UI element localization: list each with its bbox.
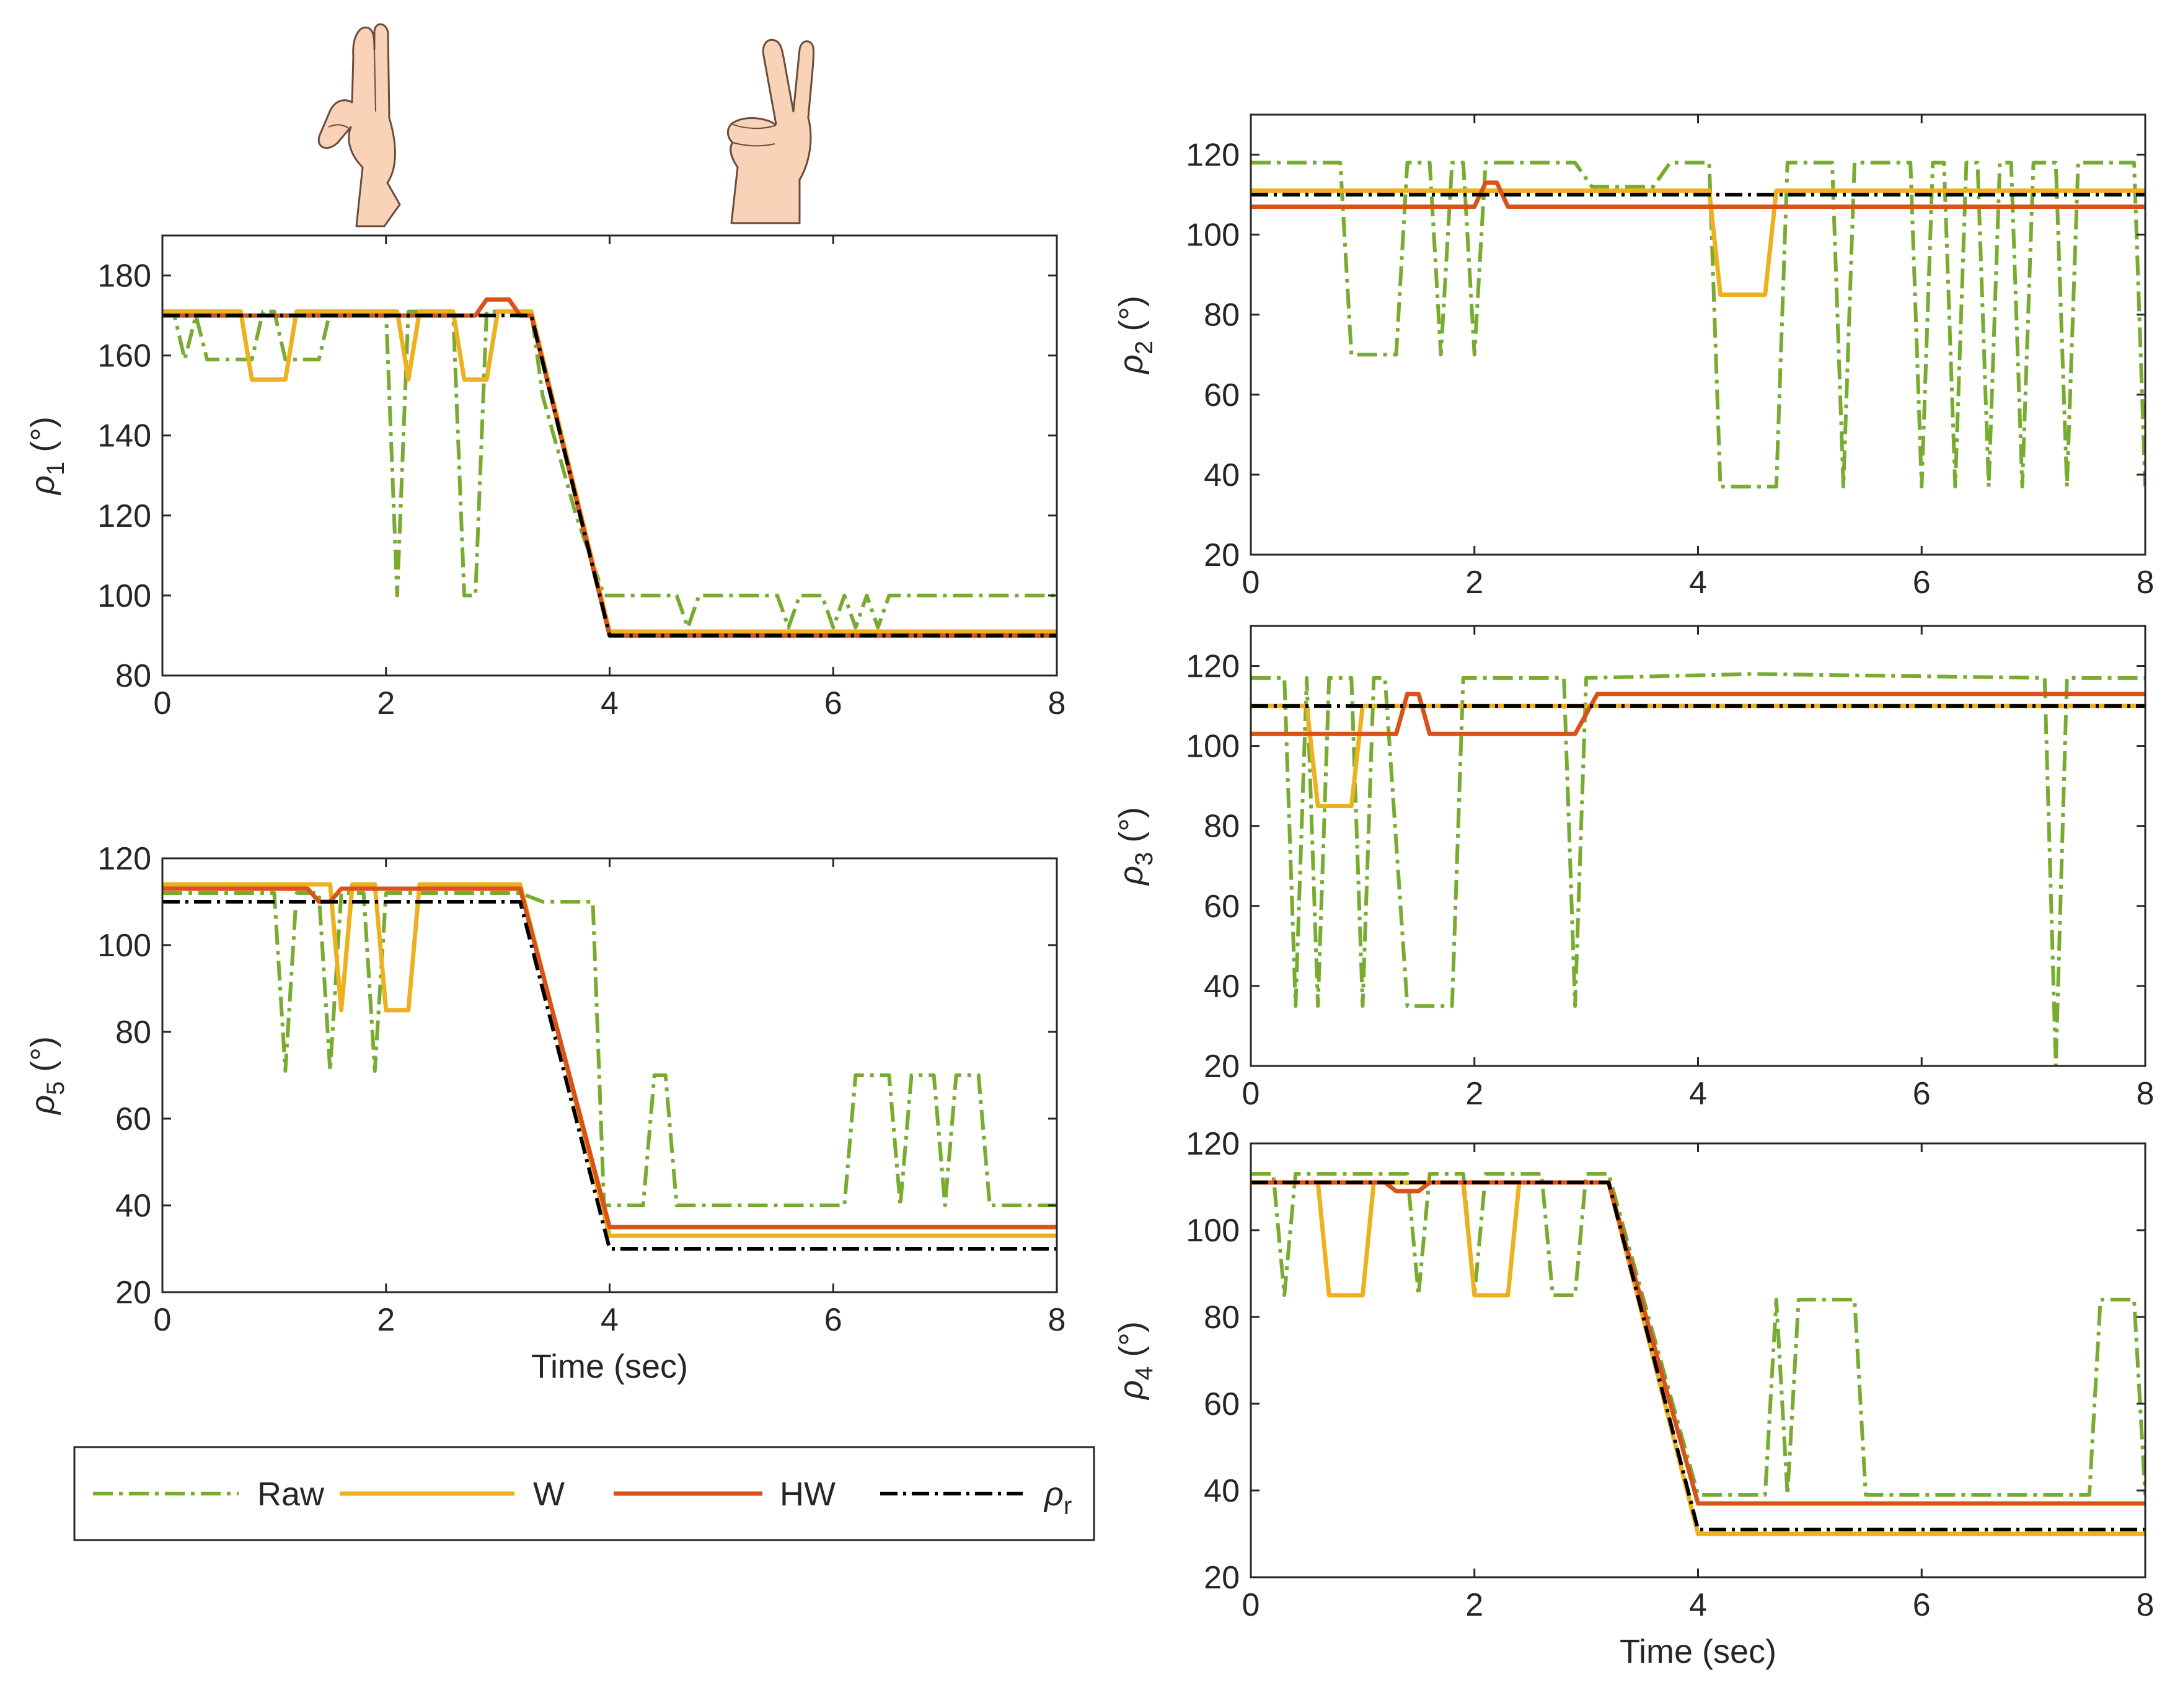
series-w-line bbox=[1251, 188, 2145, 297]
x-tick-label: 0 bbox=[1242, 1587, 1260, 1623]
plot-area bbox=[1251, 1143, 2145, 1577]
y-tick-label: 20 bbox=[1204, 1560, 1240, 1596]
y-tick-label: 180 bbox=[97, 258, 151, 294]
x-tick-label: 8 bbox=[2137, 1076, 2155, 1112]
y-tick-label: 80 bbox=[1204, 1300, 1240, 1336]
series-raw-line bbox=[1251, 672, 2145, 1066]
y-tick-label: 80 bbox=[1204, 809, 1240, 845]
y-tick-label: 120 bbox=[1186, 1126, 1240, 1162]
x-tick-label: 2 bbox=[377, 1302, 395, 1338]
series-ref-line bbox=[162, 314, 1057, 638]
x-tick-label: 0 bbox=[1242, 565, 1260, 601]
plot-area bbox=[1251, 115, 2145, 555]
y-tick-label: 60 bbox=[1204, 889, 1240, 925]
y-tick-label: 80 bbox=[1204, 297, 1240, 333]
y-tick-label: 80 bbox=[115, 658, 151, 694]
y-tick-label: 60 bbox=[115, 1101, 151, 1137]
y-tick-label: 40 bbox=[1204, 969, 1240, 1005]
x-tick-label: 4 bbox=[601, 685, 619, 721]
hand-victory-icon bbox=[726, 38, 815, 224]
y-tick-label: 60 bbox=[1204, 377, 1240, 413]
series-ref-line bbox=[1251, 1181, 2145, 1531]
y-axis-label: ρ4 (°) bbox=[1113, 1321, 1158, 1401]
x-tick-label: 4 bbox=[1689, 565, 1707, 601]
series-raw-line bbox=[1251, 161, 2145, 489]
chart-rho5: 0 2 4 6 8 20 40 60 80 100 120 ρ5 (°) Time (sec) bbox=[24, 841, 1065, 1385]
series-hw-line bbox=[1251, 692, 2145, 736]
hand-two-fingers-closed-icon bbox=[317, 23, 401, 227]
x-tick-label: 0 bbox=[154, 685, 172, 721]
x-tick-label: 8 bbox=[2137, 1587, 2155, 1623]
y-axis-label: ρ1 (°) bbox=[24, 416, 69, 496]
x-axis-label: Time (sec) bbox=[1620, 1633, 1776, 1670]
x-tick-label: 6 bbox=[1913, 1587, 1931, 1623]
x-tick-label: 0 bbox=[1242, 1076, 1260, 1112]
series-raw-line bbox=[162, 891, 1057, 1207]
series-hw-line bbox=[162, 886, 1057, 1230]
y-tick-label: 40 bbox=[1204, 457, 1240, 493]
y-tick-label: 120 bbox=[97, 841, 151, 877]
x-tick-label: 2 bbox=[377, 685, 395, 721]
series-ref-line bbox=[162, 900, 1057, 1251]
x-tick-label: 8 bbox=[2137, 565, 2155, 601]
x-axis-label: Time (sec) bbox=[531, 1348, 688, 1385]
x-tick-label: 2 bbox=[1465, 1587, 1483, 1623]
x-tick-label: 4 bbox=[601, 1302, 619, 1338]
y-tick-label: 100 bbox=[97, 578, 151, 614]
y-tick-label: 100 bbox=[1186, 1213, 1240, 1249]
y-tick-label: 120 bbox=[97, 498, 151, 534]
y-tick-label: 140 bbox=[97, 418, 151, 454]
plot-area bbox=[1251, 626, 2145, 1066]
legend-label-hw: HW bbox=[780, 1476, 836, 1513]
y-tick-label: 80 bbox=[115, 1015, 151, 1050]
y-axis-label: ρ3 (°) bbox=[1113, 807, 1158, 886]
legend-label-ref: ρr bbox=[1043, 1476, 1072, 1520]
y-tick-label: 20 bbox=[1204, 1049, 1240, 1085]
legend: Raw W HW ρr bbox=[73, 1446, 1095, 1541]
x-tick-label: 6 bbox=[824, 1302, 842, 1338]
legend-label-w: W bbox=[533, 1476, 565, 1513]
x-tick-label: 4 bbox=[1689, 1076, 1707, 1112]
y-tick-label: 120 bbox=[1186, 138, 1240, 174]
series-hw-line bbox=[1251, 180, 2145, 209]
chart-rho2: 0 2 4 6 8 20 40 60 80 100 120 ρ2 (°) bbox=[1113, 113, 2155, 601]
x-tick-label: 6 bbox=[824, 685, 842, 721]
x-tick-label: 0 bbox=[154, 1302, 172, 1338]
y-tick-label: 20 bbox=[1204, 537, 1240, 573]
x-tick-label: 2 bbox=[1465, 1076, 1483, 1112]
y-axis-label: ρ2 (°) bbox=[1113, 296, 1158, 375]
y-tick-label: 40 bbox=[115, 1188, 151, 1224]
plot-area bbox=[162, 236, 1057, 676]
series-raw-line bbox=[162, 309, 1057, 630]
x-tick-label: 6 bbox=[1913, 1076, 1931, 1112]
chart-rho3: 0 2 4 6 8 20 40 60 80 100 120 ρ3 (°) bbox=[1113, 625, 2155, 1112]
x-tick-label: 8 bbox=[1048, 1302, 1066, 1338]
y-tick-label: 100 bbox=[1186, 218, 1240, 253]
chart-rho4: 0 2 4 6 8 20 40 60 80 100 120 ρ4 (°) Time (sec) bbox=[1113, 1126, 2154, 1670]
chart-rho1: 0 2 4 6 8 80 100 120 140 160 180 ρ1 (°) bbox=[24, 234, 1066, 721]
x-tick-label: 4 bbox=[1689, 1587, 1707, 1623]
x-tick-label: 6 bbox=[1913, 565, 1931, 601]
y-tick-label: 100 bbox=[97, 928, 151, 964]
y-tick-label: 60 bbox=[1204, 1386, 1240, 1422]
x-tick-label: 8 bbox=[1048, 685, 1066, 721]
series-w-line bbox=[162, 309, 1057, 634]
y-tick-label: 120 bbox=[1186, 649, 1240, 685]
y-axis-label: ρ5 (°) bbox=[24, 1036, 69, 1116]
legend-label-raw: Raw bbox=[257, 1476, 325, 1513]
y-tick-label: 20 bbox=[115, 1275, 151, 1311]
x-tick-label: 2 bbox=[1465, 565, 1483, 601]
y-tick-label: 100 bbox=[1186, 729, 1240, 765]
series-raw-line bbox=[1251, 1172, 2145, 1497]
y-tick-label: 160 bbox=[97, 338, 151, 374]
y-tick-label: 40 bbox=[1204, 1473, 1240, 1509]
